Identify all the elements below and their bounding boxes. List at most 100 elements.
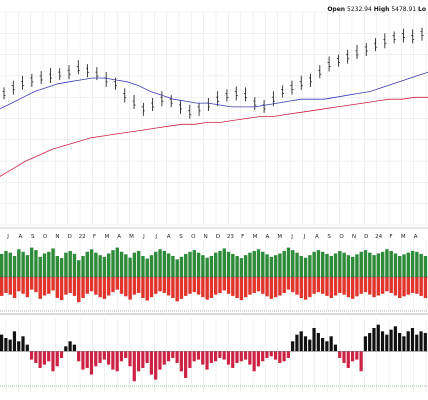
breadth-advancing-bar bbox=[402, 254, 406, 277]
breadth-declining-bar bbox=[359, 277, 363, 294]
breadth-advancing-bar bbox=[389, 250, 393, 277]
x-tick-label: F bbox=[389, 234, 392, 240]
breadth-declining-bar bbox=[145, 277, 149, 301]
breadth-advancing-bar bbox=[107, 253, 111, 277]
oscillator-bar bbox=[248, 351, 252, 365]
x-tick-label: J bbox=[303, 234, 306, 240]
breadth-declining-bar bbox=[385, 277, 389, 292]
oscillator-bar bbox=[402, 336, 406, 352]
breadth-advancing-bar bbox=[406, 252, 411, 277]
breadth-declining-bar bbox=[291, 277, 295, 293]
oscillator-bar bbox=[243, 351, 248, 360]
x-tick-label: N bbox=[352, 234, 356, 240]
breadth-declining-bar bbox=[179, 277, 184, 299]
oscillator-bar bbox=[333, 344, 338, 352]
oscillator-bar bbox=[363, 336, 368, 352]
breadth-advancing-bar bbox=[42, 253, 47, 277]
high-value: 5478.91 bbox=[391, 6, 417, 13]
breadth-declining-bar bbox=[269, 277, 274, 299]
oscillator-bar bbox=[192, 351, 196, 362]
oscillator-bar bbox=[132, 351, 136, 382]
x-tick-label: D bbox=[216, 234, 220, 240]
oscillator-bar bbox=[81, 351, 85, 370]
x-tick-label: A bbox=[167, 234, 171, 240]
oscillator-bar bbox=[218, 351, 222, 358]
breadth-declining-bar bbox=[415, 277, 419, 294]
breadth-declining-bar bbox=[299, 277, 304, 298]
breadth-declining-bar bbox=[346, 277, 351, 298]
x-tick-label: N bbox=[55, 234, 59, 240]
breadth-declining-bar bbox=[171, 277, 175, 298]
oscillator-bar bbox=[273, 351, 278, 360]
breadth-advancing-bar bbox=[273, 255, 278, 277]
oscillator-bar bbox=[34, 351, 38, 363]
oscillator-bar bbox=[226, 351, 231, 365]
breadth-declining-bar bbox=[196, 277, 201, 295]
breadth-declining-bar bbox=[363, 277, 368, 293]
breadth-advancing-bar bbox=[201, 255, 205, 277]
breadth-advancing-bar bbox=[252, 250, 256, 277]
breadth-advancing-bar bbox=[209, 256, 214, 277]
breadth-advancing-bar bbox=[59, 258, 64, 277]
oscillator-bar bbox=[12, 331, 17, 352]
oscillator-bar bbox=[286, 351, 290, 358]
oscillator-bar bbox=[179, 351, 183, 372]
breadth-declining-bar bbox=[316, 277, 321, 293]
open-label: Open bbox=[327, 6, 346, 13]
oscillator-bar bbox=[188, 351, 192, 368]
oscillator-bar bbox=[4, 337, 8, 352]
breadth-advancing-bar bbox=[261, 251, 265, 277]
breadth-advancing-bar bbox=[12, 256, 17, 277]
breadth-declining-bar bbox=[47, 277, 51, 294]
oscillator-bar bbox=[201, 351, 205, 365]
breadth-advancing-bar bbox=[423, 256, 428, 277]
oscillator-bar bbox=[171, 351, 175, 358]
breadth-advancing-bar bbox=[205, 257, 209, 277]
breadth-advancing-bar bbox=[222, 248, 226, 277]
oscillator-bar bbox=[25, 344, 29, 352]
breadth-advancing-bar bbox=[175, 259, 179, 277]
breadth-declining-bar bbox=[166, 277, 171, 296]
oscillator-bar bbox=[214, 351, 218, 362]
x-tick-label: M bbox=[129, 234, 134, 240]
breadth-declining-bar bbox=[42, 277, 47, 296]
x-tick-label: M bbox=[253, 234, 258, 240]
oscillator-bar bbox=[269, 351, 273, 357]
breadth-advancing-bar bbox=[359, 251, 363, 277]
moving-average-slow-line bbox=[0, 96, 428, 177]
x-tick-label: 23 bbox=[227, 234, 234, 240]
breadth-declining-bar bbox=[389, 277, 393, 293]
oscillator-bar bbox=[355, 351, 359, 360]
breadth-declining-bar bbox=[218, 277, 222, 293]
oscillator-bar bbox=[372, 327, 376, 352]
breadth-advancing-bar bbox=[141, 256, 145, 277]
breadth-advancing-bar bbox=[415, 251, 419, 277]
oscillator-bar bbox=[175, 351, 179, 363]
oscillator-bar bbox=[107, 351, 111, 365]
breadth-advancing-bar bbox=[286, 247, 291, 277]
breadth-declining-bar bbox=[77, 277, 81, 303]
breadth-advancing-bar bbox=[312, 251, 316, 277]
breadth-declining-bar bbox=[81, 277, 85, 298]
breadth-advancing-bar bbox=[68, 250, 72, 277]
breadth-advancing-bar bbox=[380, 251, 385, 277]
breadth-advancing-bar bbox=[34, 250, 38, 277]
breadth-advancing-bar bbox=[21, 251, 25, 277]
oscillator-bar bbox=[98, 351, 102, 363]
x-tick-label: D bbox=[364, 234, 368, 240]
breadth-declining-bar bbox=[222, 277, 226, 291]
oscillator-bar bbox=[149, 351, 154, 375]
breadth-declining-bar bbox=[265, 277, 269, 297]
oscillator-bar bbox=[205, 351, 209, 370]
breadth-declining-bar bbox=[235, 277, 239, 298]
breadth-declining-bar bbox=[158, 277, 162, 292]
breadth-declining-bar bbox=[261, 277, 265, 294]
x-tick-label: S bbox=[31, 234, 35, 240]
oscillator-bar bbox=[368, 332, 372, 352]
x-tick-label: S bbox=[179, 234, 183, 240]
oscillator-bar bbox=[393, 326, 397, 352]
breadth-advancing-bar bbox=[231, 253, 235, 277]
breadth-advancing-bar bbox=[316, 250, 321, 277]
breadth-declining-bar bbox=[188, 277, 192, 294]
breadth-advancing-bar bbox=[94, 252, 98, 277]
